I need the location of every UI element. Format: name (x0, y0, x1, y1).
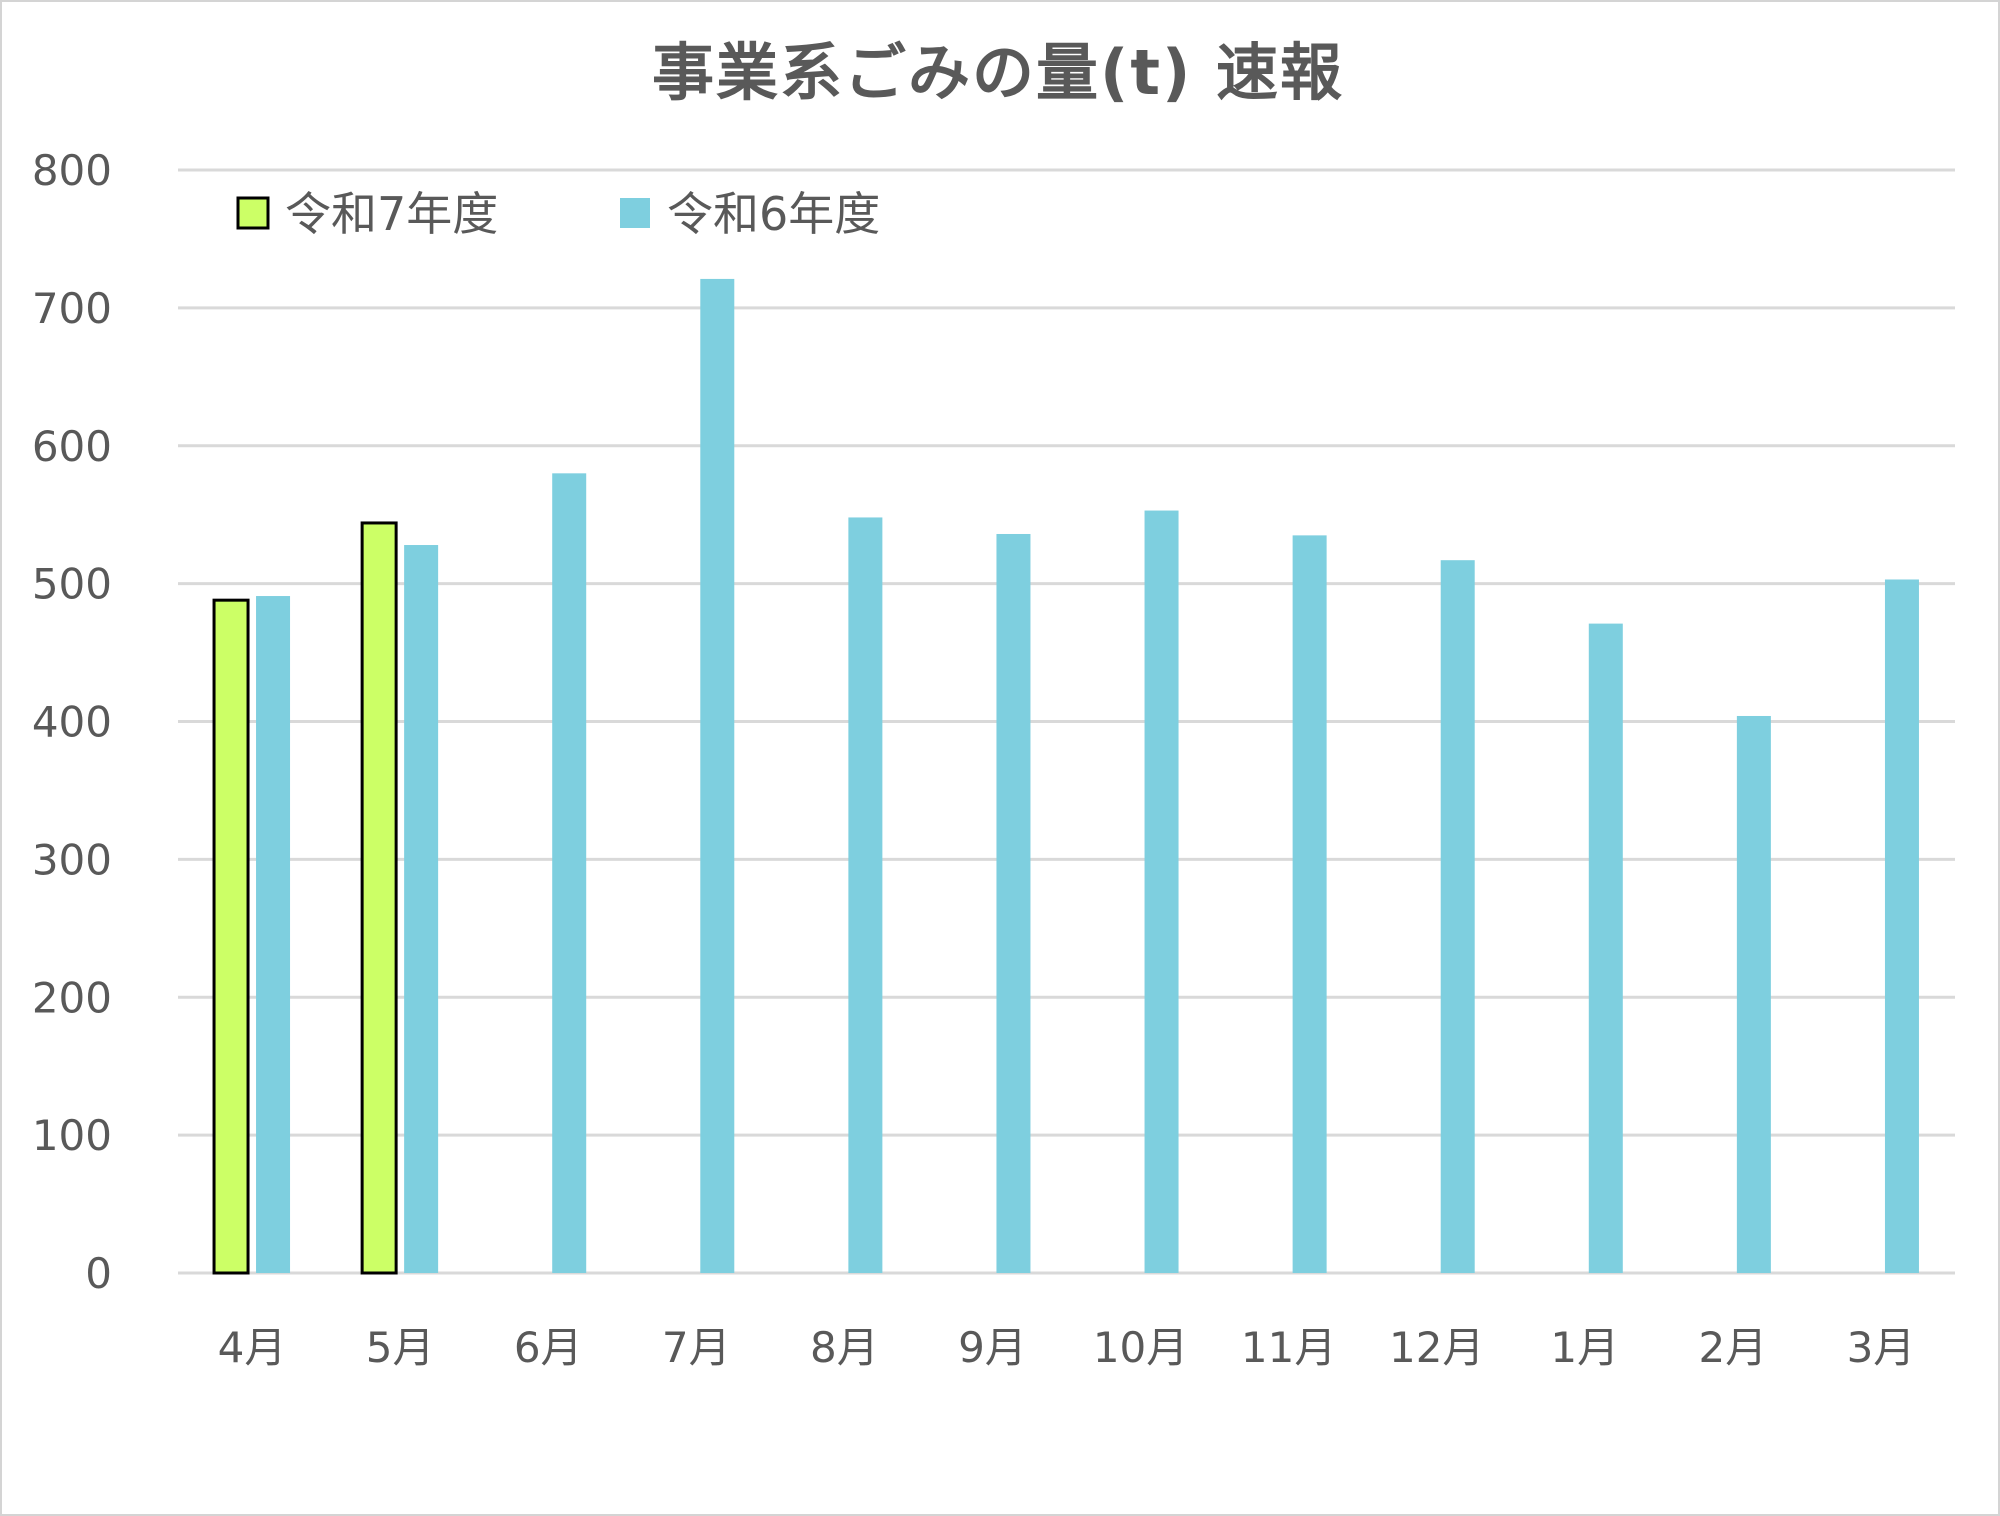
bar-reiwa6-6 (1144, 510, 1179, 1273)
x-axis-ticks: 4月 5月 6月 7月 8月 9月 10月 11月 12月 1月 2月 3月 (218, 1323, 1916, 1372)
legend: 令和7年度 令和6年度 (236, 187, 880, 241)
x-tick-label: 11月 (1241, 1323, 1336, 1372)
y-axis-ticks: 0 100 200 300 400 500 600 700 800 (32, 146, 112, 1298)
grid-lines (178, 168, 1955, 1275)
bar-reiwa6-10 (1736, 715, 1771, 1273)
x-tick-label: 12月 (1389, 1323, 1484, 1372)
x-tick-label: 6月 (514, 1323, 583, 1372)
bar-reiwa7-1 (360, 521, 398, 1275)
bar-reiwa6-5 (996, 533, 1031, 1273)
x-tick-label: 5月 (366, 1323, 435, 1372)
x-tick-label: 7月 (662, 1323, 731, 1372)
x-tick-label: 3月 (1847, 1323, 1916, 1372)
x-tick-label: 10月 (1093, 1323, 1188, 1372)
x-tick-label: 4月 (218, 1323, 287, 1372)
x-tick-label: 1月 (1550, 1323, 1619, 1372)
bar-reiwa6-11 (1884, 579, 1919, 1273)
chart-title: 事業系ごみの量(t) 速報 (652, 36, 1344, 109)
bar-reiwa6-4 (848, 517, 883, 1273)
legend-swatch-reiwa7 (236, 196, 270, 230)
bar-reiwa6-7 (1292, 535, 1327, 1273)
y-tick-label: 100 (32, 1111, 112, 1160)
bar-reiwa6-9 (1588, 623, 1623, 1273)
legend-swatch-reiwa6 (620, 198, 650, 228)
y-tick-label: 300 (32, 835, 112, 884)
bar-reiwa6-2 (552, 473, 587, 1273)
bars (212, 278, 1919, 1275)
y-tick-label: 0 (85, 1249, 112, 1298)
bar-reiwa6-0 (256, 596, 291, 1273)
x-tick-label: 8月 (810, 1323, 879, 1372)
y-tick-label: 800 (32, 146, 112, 195)
bar-reiwa7-0 (212, 598, 250, 1275)
x-tick-label: 9月 (958, 1323, 1027, 1372)
bar-reiwa6-8 (1440, 560, 1475, 1273)
y-tick-label: 500 (32, 560, 112, 609)
y-tick-label: 600 (32, 422, 112, 471)
legend-label-reiwa7: 令和7年度 (285, 187, 498, 241)
legend-label-reiwa6: 令和6年度 (667, 187, 880, 241)
y-tick-label: 700 (32, 284, 112, 333)
x-tick-label: 2月 (1699, 1323, 1768, 1372)
bar-reiwa6-3 (700, 278, 735, 1273)
bar-reiwa6-1 (404, 545, 439, 1273)
y-tick-label: 400 (32, 698, 112, 747)
y-tick-label: 200 (32, 973, 112, 1022)
